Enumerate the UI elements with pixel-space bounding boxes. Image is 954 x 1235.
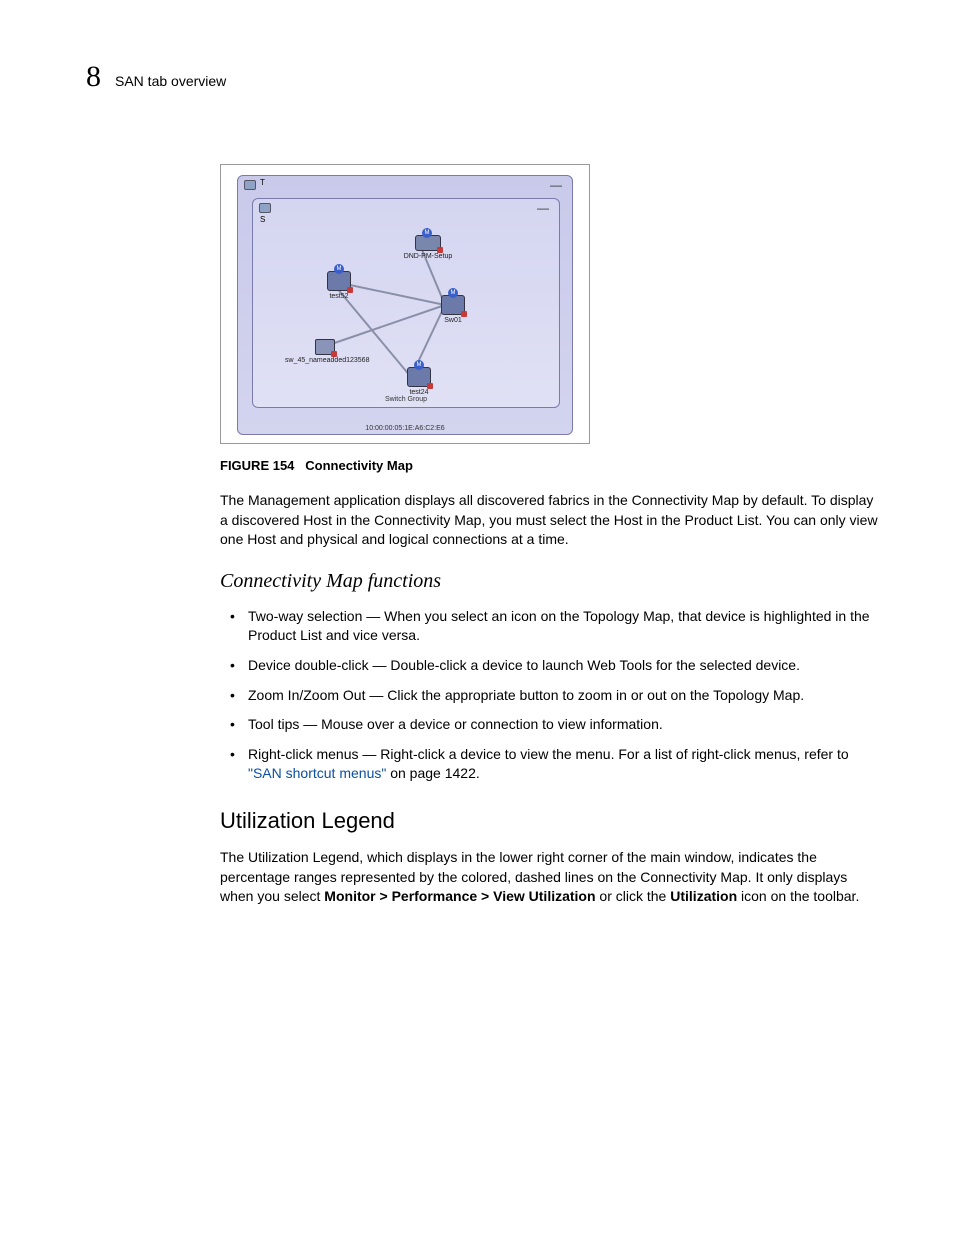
managed-badge-icon: M bbox=[334, 264, 344, 274]
wwn-label: 10:00:00:05:1E:A6:C2:E6 bbox=[238, 425, 572, 432]
managed-badge-icon: M bbox=[422, 228, 432, 238]
section-title: SAN tab overview bbox=[115, 73, 226, 89]
heading-utilization-legend: Utilization Legend bbox=[220, 808, 880, 834]
paragraph-utilization: The Utilization Legend, which displays i… bbox=[220, 848, 880, 907]
device-icon: M bbox=[407, 367, 431, 387]
topology-node[interactable]: M DND-PM-Setup bbox=[388, 235, 468, 260]
page: 8 SAN tab overview T — S — M DND-PM-Setup… bbox=[0, 0, 954, 1235]
node-label: Sw01 bbox=[413, 317, 493, 324]
bullet-text-post: on page 1422. bbox=[386, 765, 479, 781]
inner-label-s: S bbox=[260, 215, 265, 224]
function-list: Two-way selection — When you select an i… bbox=[220, 607, 880, 784]
bullet-text: Device double-click — Double-click a dev… bbox=[248, 657, 800, 673]
list-item: Two-way selection — When you select an i… bbox=[220, 607, 880, 646]
topology-node[interactable]: M Sw01 bbox=[413, 295, 493, 324]
chapter-number: 8 bbox=[86, 60, 101, 94]
page-header: 8 SAN tab overview bbox=[86, 60, 874, 94]
switch-group-label: Switch Group bbox=[253, 396, 559, 403]
node-label: test24 bbox=[379, 389, 459, 396]
figure-connectivity-map: T — S — MDND-PM-SetupMtest52MSw01sw_45_n… bbox=[220, 164, 590, 444]
topology-node[interactable]: Mtest24 bbox=[379, 367, 459, 396]
group-label-t: T bbox=[260, 178, 265, 187]
device-icon: M bbox=[327, 271, 351, 291]
figure-number: FIGURE 154 bbox=[220, 458, 294, 473]
bullet-text: Zoom In/Zoom Out — Click the appropriate… bbox=[248, 687, 804, 703]
list-item: Tool tips — Mouse over a device or conne… bbox=[220, 715, 880, 735]
figure-caption: FIGURE 154 Connectivity Map bbox=[220, 458, 880, 473]
list-item: Zoom In/Zoom Out — Click the appropriate… bbox=[220, 686, 880, 706]
device-icon: M bbox=[441, 295, 465, 315]
bullet-text-pre: Right-click menus — Right-click a device… bbox=[248, 746, 849, 762]
topology-node[interactable]: sw_45_nameadded123568 bbox=[285, 339, 365, 364]
managed-badge-icon: M bbox=[448, 288, 458, 298]
util-text-post: icon on the toolbar. bbox=[737, 888, 859, 904]
link-san-shortcut-menus[interactable]: "SAN shortcut menus" bbox=[248, 765, 386, 781]
managed-badge-icon: M bbox=[414, 360, 424, 370]
list-item: Device double-click — Double-click a dev… bbox=[220, 656, 880, 676]
paragraph-intro: The Management application displays all … bbox=[220, 491, 880, 550]
inner-collapse-icon[interactable]: — bbox=[537, 201, 549, 215]
utilization-icon-ref: Utilization bbox=[670, 888, 737, 904]
collapse-icon[interactable]: — bbox=[550, 178, 562, 192]
list-item: Right-click menus — Right-click a device… bbox=[220, 745, 880, 784]
content-area: T — S — MDND-PM-SetupMtest52MSw01sw_45_n… bbox=[220, 164, 880, 907]
group-icon bbox=[244, 180, 256, 190]
diagram-outer-group: T — S — MDND-PM-SetupMtest52MSw01sw_45_n… bbox=[237, 175, 573, 435]
bullet-text: Two-way selection — When you select an i… bbox=[248, 608, 870, 644]
diagram-inner-group: S — MDND-PM-SetupMtest52MSw01sw_45_namea… bbox=[252, 198, 560, 408]
menu-path: Monitor > Performance > View Utilization bbox=[324, 888, 595, 904]
inner-group-icon bbox=[259, 203, 271, 213]
bullet-text: Tool tips — Mouse over a device or conne… bbox=[248, 716, 663, 732]
heading-connectivity-map-functions: Connectivity Map functions bbox=[220, 570, 880, 593]
figure-title: Connectivity Map bbox=[305, 458, 413, 473]
node-label: DND-PM-Setup bbox=[388, 253, 468, 260]
node-label: test52 bbox=[299, 293, 379, 300]
topology-node[interactable]: Mtest52 bbox=[299, 271, 379, 300]
device-icon: M bbox=[415, 235, 441, 251]
device-icon bbox=[315, 339, 335, 355]
node-label: sw_45_nameadded123568 bbox=[285, 357, 365, 364]
util-text-mid: or click the bbox=[596, 888, 671, 904]
